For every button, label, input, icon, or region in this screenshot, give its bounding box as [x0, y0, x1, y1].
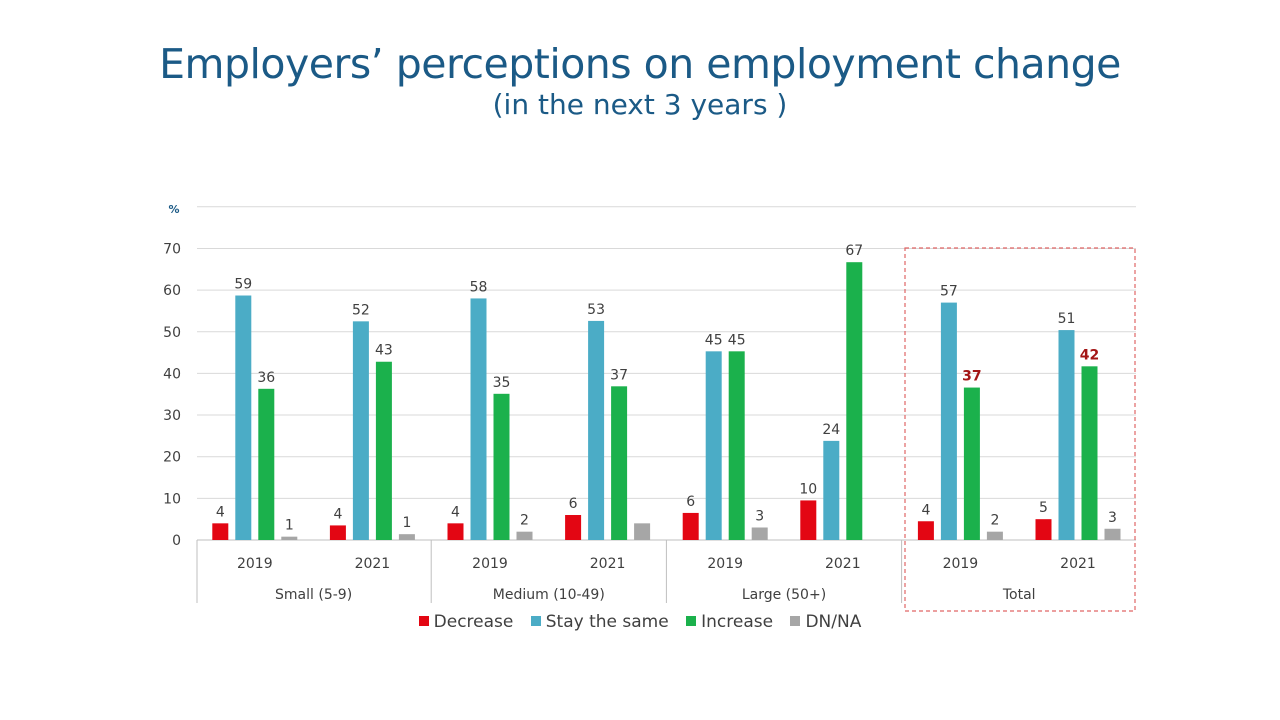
bar-dnna [398, 534, 415, 540]
bar-dnna [516, 531, 533, 540]
y-tick-label: 30 [163, 408, 181, 424]
bar-decrease [682, 512, 699, 540]
data-label: 57 [940, 284, 958, 300]
y-tick-label: 40 [163, 366, 181, 382]
bar-decrease [917, 521, 934, 540]
data-label: 37 [962, 369, 981, 385]
data-label: 4 [451, 504, 460, 520]
x-group-label: Large (50+) [742, 587, 826, 603]
bar-dnna [751, 527, 768, 540]
x-tick-label: 2019 [237, 556, 273, 572]
bar-dnna [281, 536, 298, 540]
x-group-label: Total [1002, 587, 1036, 603]
bar-dnna [986, 531, 1003, 540]
legend-label-stay-the-same: Stay the same [545, 612, 669, 632]
y-tick-label: 0 [172, 533, 181, 549]
bar-stay [940, 302, 957, 540]
data-label: 4 [216, 504, 225, 520]
legend-label-increase: Increase [701, 612, 774, 632]
bar-increase [493, 393, 510, 540]
x-tick-label: 2019 [943, 556, 979, 572]
bar-dnna [1104, 528, 1121, 540]
data-label: 2 [990, 513, 999, 529]
bar-dnna [634, 523, 651, 540]
bar-stay [823, 440, 840, 540]
y-tick-label: 60 [163, 283, 181, 299]
data-label: 3 [1108, 510, 1117, 526]
chart-legend: Decrease Stay the same Increase DN/NA [0, 612, 1280, 632]
x-tick-label: 2021 [355, 556, 391, 572]
data-label: 59 [234, 277, 252, 293]
y-axis-unit-label: % [168, 203, 179, 216]
data-label: 3 [755, 509, 764, 525]
legend-swatch-decrease [418, 616, 429, 626]
legend-swatch-increase [686, 616, 697, 626]
bar-decrease [800, 500, 817, 540]
bar-increase [375, 361, 392, 540]
data-label: 67 [845, 243, 863, 259]
data-label: 4 [921, 502, 930, 518]
bar-increase [1081, 366, 1098, 540]
bar-decrease [329, 525, 346, 540]
bar-increase [846, 262, 863, 540]
bar-increase [611, 386, 628, 540]
data-label: 37 [610, 367, 628, 383]
data-label: 45 [705, 332, 723, 348]
data-label: 1 [402, 515, 411, 531]
data-label: 24 [822, 422, 840, 438]
legend-item-increase: Increase [686, 612, 773, 632]
data-label: 36 [257, 370, 275, 386]
data-label: 51 [1058, 311, 1076, 327]
x-tick-label: 2021 [825, 556, 861, 572]
slide-subtitle: (in the next 3 years ) [492, 88, 788, 121]
x-group-label: Medium (10-49) [493, 587, 605, 603]
data-label: 1 [285, 518, 294, 534]
y-tick-label: 50 [163, 325, 181, 341]
x-group-label: Small (5-9) [275, 587, 352, 603]
bar-increase [963, 387, 980, 540]
slide-title: Employers’ perceptions on employment cha… [159, 40, 1121, 88]
bar-increase [728, 351, 745, 540]
bar-stay [705, 351, 722, 540]
bar-decrease [447, 523, 464, 540]
data-label: 6 [686, 494, 695, 510]
legend-swatch-stay-the-same [530, 616, 541, 626]
data-label: 45 [728, 332, 746, 348]
legend-swatch-dnna [790, 616, 801, 626]
legend-label-decrease: Decrease [433, 612, 514, 632]
data-label: 2 [520, 513, 529, 529]
legend-item-stay-the-same: Stay the same [530, 612, 669, 632]
total-highlight-box [904, 247, 1136, 612]
data-label: 42 [1080, 347, 1099, 363]
legend-item-dnna: DN/NA [790, 612, 861, 632]
data-label: 53 [587, 302, 605, 318]
bar-stay [1058, 330, 1075, 540]
data-label: 6 [569, 496, 578, 512]
bar-stay [588, 320, 605, 540]
y-tick-label: 10 [163, 491, 181, 507]
bar-stay [235, 295, 252, 540]
x-tick-label: 2021 [590, 556, 626, 572]
bar-decrease [1035, 519, 1052, 540]
legend-label-dnna: DN/NA [805, 612, 862, 632]
data-label: 10 [799, 481, 817, 497]
y-tick-label: 20 [163, 450, 181, 466]
data-label: 52 [352, 302, 370, 318]
x-tick-label: 2021 [1060, 556, 1096, 572]
data-label: 4 [333, 506, 342, 522]
legend-item-decrease: Decrease [418, 612, 514, 632]
bar-stay [470, 298, 487, 540]
y-tick-label: 70 [163, 241, 181, 257]
data-label: 43 [375, 343, 393, 359]
x-tick-label: 2019 [707, 556, 743, 572]
bar-decrease [565, 515, 582, 540]
data-label: 35 [493, 375, 511, 391]
data-label: 58 [470, 279, 488, 295]
data-label: 5 [1039, 500, 1048, 516]
x-tick-label: 2019 [472, 556, 508, 572]
bar-increase [258, 388, 275, 540]
bar-stay [352, 321, 369, 540]
bar-decrease [212, 523, 229, 540]
